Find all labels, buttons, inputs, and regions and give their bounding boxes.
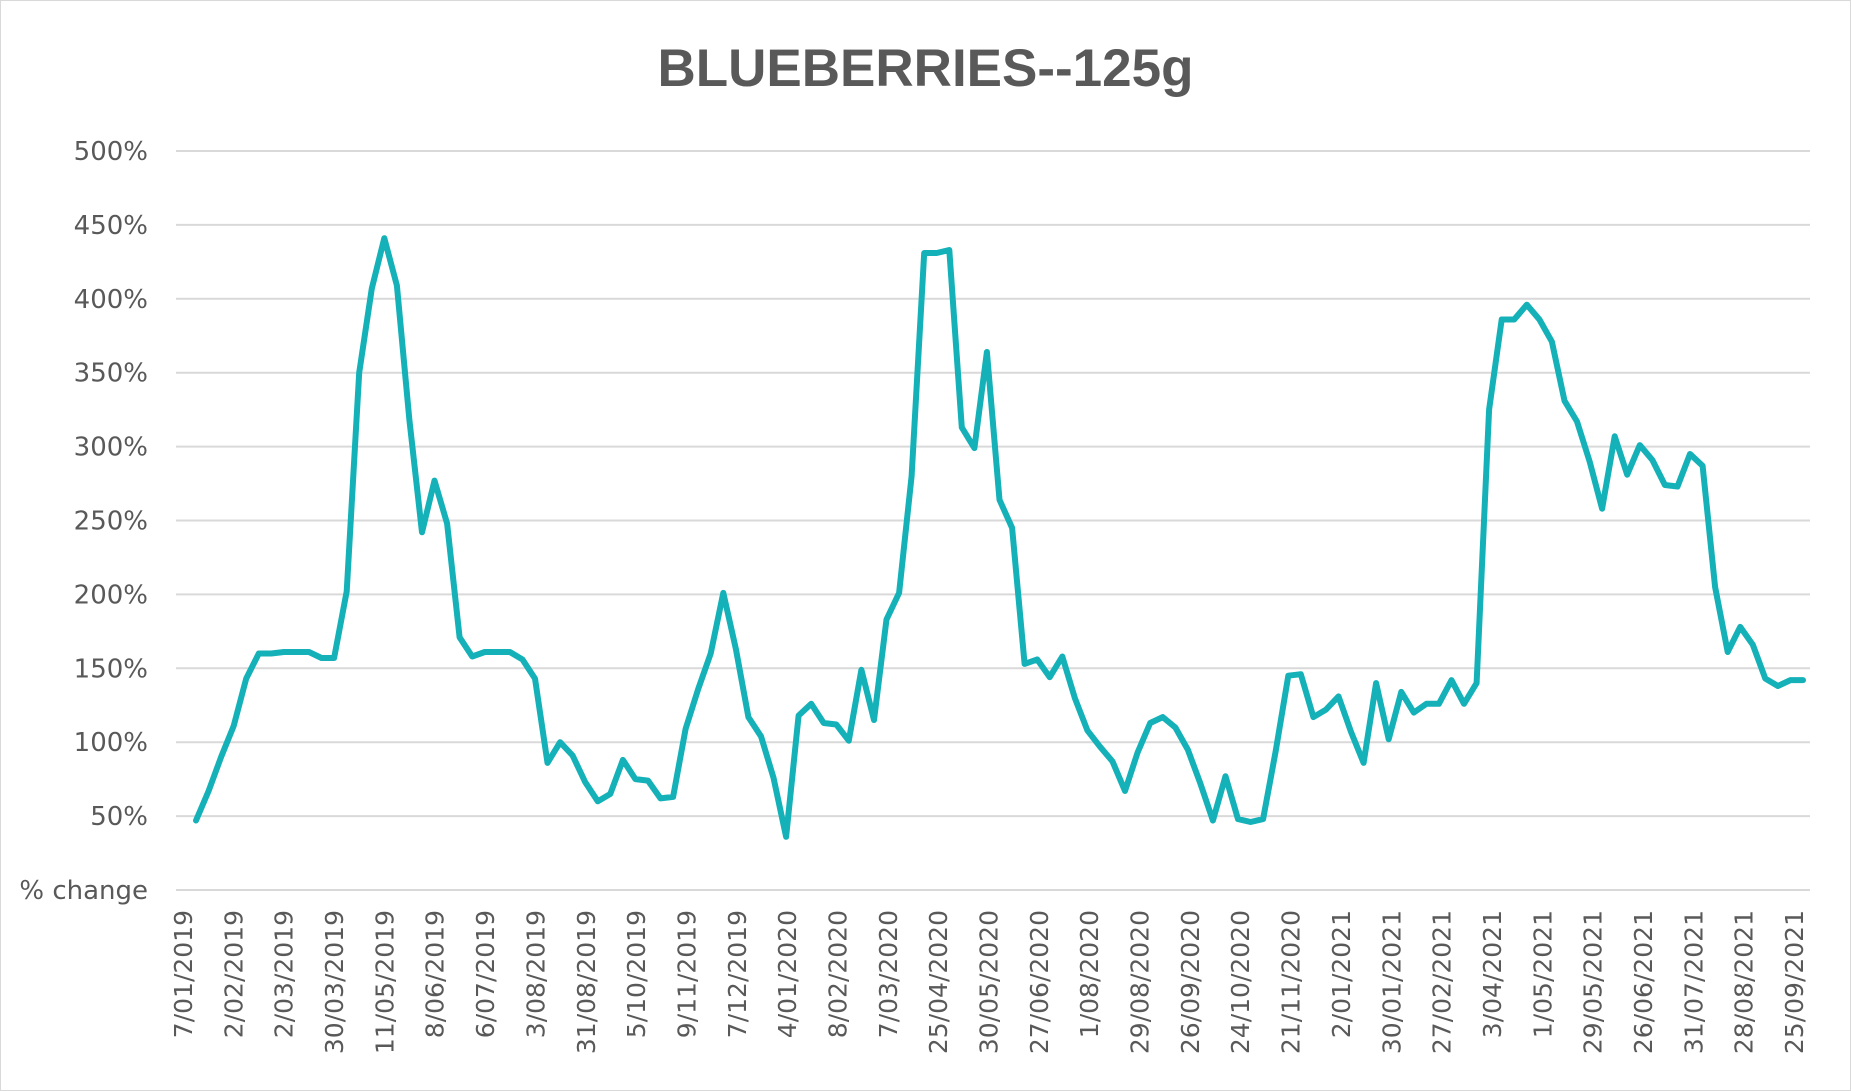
y-tick-label: 350%: [74, 359, 148, 389]
x-tick-label: 26/09/2020: [1176, 910, 1205, 1054]
y-axis-bottom-label: % change: [19, 876, 148, 906]
x-tick-label: 7/12/2019: [723, 910, 752, 1038]
y-tick-label: 500%: [74, 137, 148, 167]
y-tick-label: 100%: [74, 728, 148, 758]
y-tick-label: 50%: [90, 802, 148, 832]
y-tick-label: 200%: [74, 580, 148, 610]
x-tick-label: 30/05/2020: [975, 910, 1004, 1054]
y-tick-label: 250%: [74, 507, 148, 537]
x-axis-ticks: 7/01/2019 2/02/2019 2/03/2019 30/03/2019 11/…: [169, 910, 1809, 1054]
x-tick-label: 28/08/2021: [1730, 910, 1759, 1054]
y-tick-label: 450%: [74, 211, 148, 241]
y-tick-label: 400%: [74, 285, 148, 315]
x-tick-label: 8/06/2019: [421, 910, 450, 1038]
x-tick-label: 11/05/2019: [370, 910, 399, 1054]
x-tick-label: 27/06/2020: [1025, 910, 1054, 1054]
x-tick-label: 7/03/2020: [874, 910, 903, 1038]
x-tick-label: 3/04/2021: [1478, 910, 1507, 1038]
x-tick-label: 3/08/2019: [521, 910, 550, 1038]
x-tick-label: 30/03/2019: [320, 910, 349, 1054]
x-tick-label: 2/03/2019: [270, 910, 299, 1038]
x-tick-label: 8/02/2020: [823, 910, 852, 1038]
x-tick-label: 2/02/2019: [219, 910, 248, 1038]
x-tick-label: 27/02/2021: [1428, 910, 1457, 1054]
y-tick-label: 150%: [74, 654, 148, 684]
x-tick-label: 31/07/2021: [1679, 910, 1708, 1054]
x-tick-label: 24/10/2020: [1226, 910, 1255, 1054]
x-tick-label: 26/06/2021: [1629, 910, 1658, 1054]
x-tick-label: 29/08/2020: [1126, 910, 1155, 1054]
x-tick-label: 21/11/2020: [1277, 910, 1306, 1054]
x-tick-label: 6/07/2019: [471, 910, 500, 1038]
chart-title: BLUEBERRIES--125g: [657, 39, 1194, 98]
x-tick-label: 25/09/2021: [1780, 910, 1809, 1054]
plot-area: [193, 235, 1806, 840]
series-line: [193, 235, 1806, 840]
x-tick-label: 30/01/2021: [1377, 910, 1406, 1054]
x-tick-label: 5/10/2019: [622, 910, 651, 1038]
x-tick-label: 7/01/2019: [169, 910, 198, 1038]
x-tick-label: 29/05/2021: [1579, 910, 1608, 1054]
x-tick-label: 9/11/2019: [672, 910, 701, 1038]
x-tick-label: 25/04/2020: [924, 910, 953, 1054]
x-tick-label: 2/01/2021: [1327, 910, 1356, 1038]
x-tick-label: 1/05/2021: [1528, 910, 1557, 1038]
x-tick-label: 4/01/2020: [773, 910, 802, 1038]
x-tick-label: 1/08/2020: [1075, 910, 1104, 1038]
y-tick-label: 300%: [74, 433, 148, 463]
x-tick-label: 31/08/2019: [572, 910, 601, 1054]
y-axis-ticks: 50% 100% 150% 200% 250% 300% 350% 400% 450% 500%%…: [19, 137, 148, 906]
